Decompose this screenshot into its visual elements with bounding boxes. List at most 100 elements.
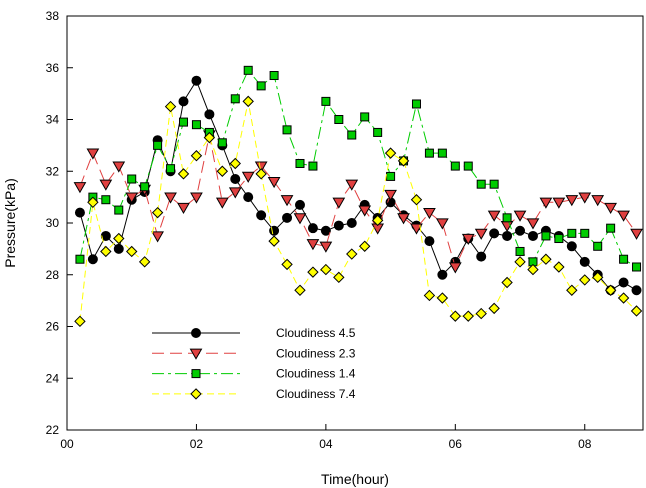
data-point xyxy=(580,228,590,238)
data-point xyxy=(476,179,486,189)
legend-item: Cloudiness 7.4 xyxy=(152,387,356,401)
y-tick-label: 22 xyxy=(46,423,60,437)
series-2 xyxy=(73,130,643,274)
legend-marker xyxy=(191,328,201,338)
data-point xyxy=(230,174,241,185)
data-point xyxy=(177,168,190,180)
y-tick-label: 26 xyxy=(46,320,60,334)
data-point xyxy=(630,305,643,317)
data-point xyxy=(515,246,525,256)
data-point xyxy=(112,161,126,173)
data-point xyxy=(268,235,280,247)
data-point xyxy=(204,109,215,120)
data-point xyxy=(604,284,617,296)
x-tick-label: 06 xyxy=(449,437,463,451)
data-point xyxy=(177,202,190,214)
data-point xyxy=(203,131,216,144)
data-point xyxy=(591,271,604,284)
data-point xyxy=(178,96,189,107)
data-point xyxy=(228,187,242,199)
data-point xyxy=(604,202,618,214)
y-axis-title: Pressure(kPa) xyxy=(2,178,18,267)
data-point xyxy=(410,194,423,206)
data-point xyxy=(448,262,462,274)
data-point xyxy=(332,197,346,209)
data-point xyxy=(164,192,177,204)
data-point xyxy=(138,256,151,268)
y-axis: 22 24 26 28 30 32 34 36 38 xyxy=(46,9,73,437)
data-point xyxy=(73,182,87,194)
legend-label: Cloudiness 2.3 xyxy=(276,346,356,360)
data-point xyxy=(423,208,436,220)
data-point xyxy=(113,243,124,254)
y-tick-label: 36 xyxy=(46,61,60,75)
data-point xyxy=(371,214,384,227)
data-point xyxy=(113,232,125,245)
data-point xyxy=(345,179,359,191)
data-point xyxy=(359,240,371,252)
legend-item: Cloudiness 2.3 xyxy=(152,346,356,360)
legend-item: Cloudiness 1.4 xyxy=(152,367,356,381)
data-point xyxy=(488,302,500,315)
data-point xyxy=(321,96,331,106)
data-point xyxy=(99,179,113,191)
data-point xyxy=(255,168,267,180)
data-point xyxy=(539,197,553,209)
data-point xyxy=(320,263,332,276)
data-point xyxy=(333,271,345,284)
data-point xyxy=(384,147,397,159)
data-point xyxy=(307,266,319,278)
data-point xyxy=(243,65,253,75)
data-point xyxy=(280,195,294,207)
series-line xyxy=(79,79,637,291)
data-point xyxy=(334,115,344,124)
data-point xyxy=(127,174,137,184)
data-point xyxy=(269,225,280,236)
data-point xyxy=(410,223,423,235)
x-axis-title: Time(hour) xyxy=(321,471,389,487)
data-point xyxy=(191,120,201,130)
data-point xyxy=(552,197,566,209)
y-tick-label: 34 xyxy=(46,113,60,127)
data-point xyxy=(450,161,460,171)
x-tick-label: 08 xyxy=(578,437,592,451)
data-point xyxy=(140,182,150,192)
data-point xyxy=(281,258,293,271)
data-point xyxy=(632,262,642,272)
legend-label: Cloudiness 4.5 xyxy=(276,326,356,340)
legend-item: Cloudiness 4.5 xyxy=(152,326,356,340)
data-point xyxy=(566,284,578,296)
data-point xyxy=(593,241,603,251)
data-point xyxy=(461,233,475,246)
legend-marker xyxy=(191,369,201,379)
data-point xyxy=(320,225,331,236)
data-point xyxy=(502,230,513,241)
data-point xyxy=(100,245,112,258)
data-point xyxy=(501,276,513,289)
data-point xyxy=(462,310,474,322)
data-point xyxy=(540,253,552,265)
data-point xyxy=(74,315,86,328)
data-point xyxy=(282,212,293,223)
y-tick-label: 32 xyxy=(46,164,60,178)
data-point xyxy=(346,218,357,228)
data-point xyxy=(489,228,500,239)
data-point xyxy=(489,179,499,189)
data-point xyxy=(591,195,605,207)
data-point xyxy=(566,241,577,252)
y-tick-label: 30 xyxy=(46,216,60,230)
data-point xyxy=(514,256,526,268)
data-point xyxy=(267,176,281,189)
series-line xyxy=(79,134,637,269)
data-point xyxy=(333,220,344,231)
data-point xyxy=(411,99,421,109)
data-point xyxy=(358,205,372,217)
data-point xyxy=(256,210,267,221)
data-point xyxy=(295,158,305,168)
data-point xyxy=(87,196,99,209)
data-point xyxy=(554,234,564,244)
data-point xyxy=(319,241,333,253)
data-point xyxy=(125,192,139,204)
data-point xyxy=(424,236,435,247)
